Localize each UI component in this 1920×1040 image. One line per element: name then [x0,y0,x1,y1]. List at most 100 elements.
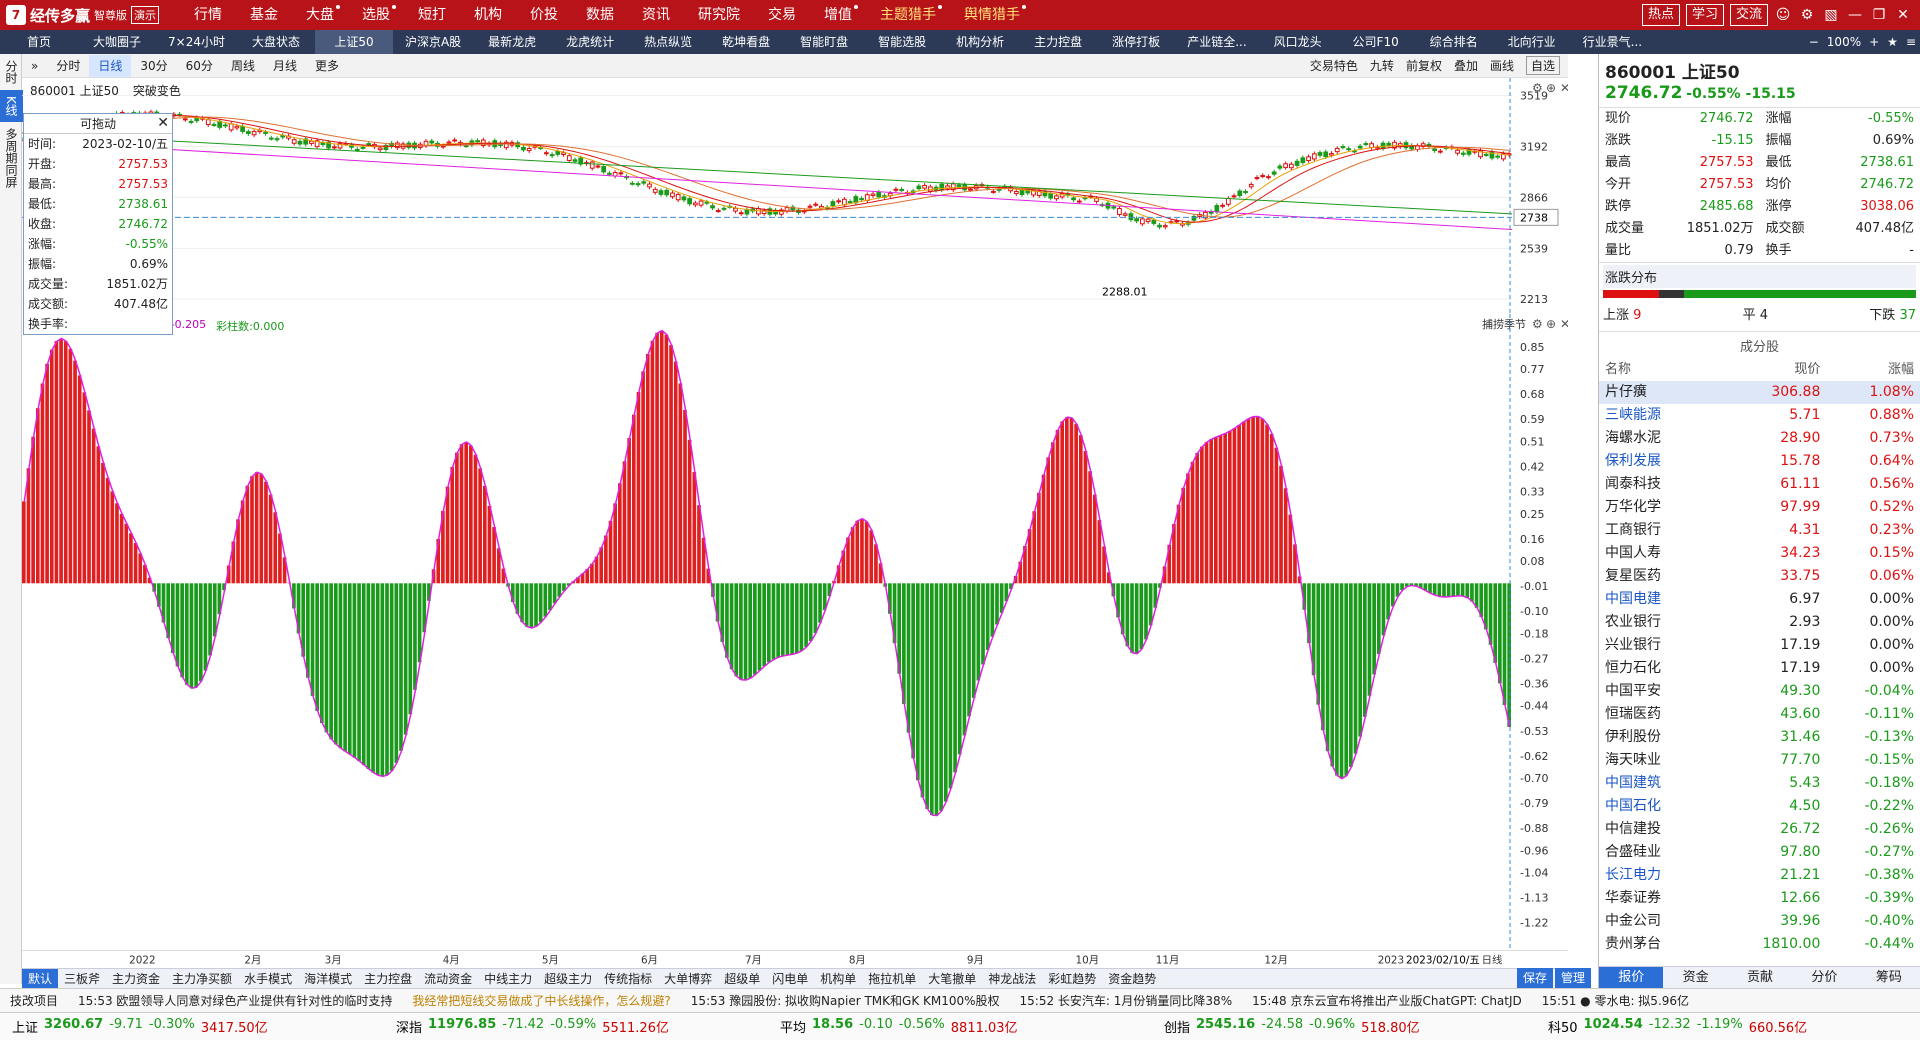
indicator-tab-7[interactable]: 流动资金 [424,971,473,986]
tab-20[interactable]: 行业景气... [1582,35,1643,49]
demo-badge[interactable]: 演示 [131,6,160,24]
index-status[interactable]: 平均 18.56 -0.10 -0.56% 8811.03亿 [768,1017,1152,1036]
tab-6[interactable]: 最新龙虎 [488,35,537,49]
news-item[interactable]: 技改项目 [10,994,59,1008]
constituent-row[interactable]: 兴业银行 17.19 0.00% [1599,634,1920,657]
constituent-row[interactable]: 中国电建 6.97 0.00% [1599,588,1920,611]
period-tab-3[interactable]: 60分 [185,58,213,73]
indicator-tab-10[interactable]: 传统指标 [604,971,653,986]
indicator-tab-0[interactable]: 默认 [22,968,59,989]
constituent-row[interactable]: 合盛硅业 97.80 -0.27% [1599,841,1920,864]
indicator-tab-14[interactable]: 机构单 [820,971,857,986]
period-tab-2[interactable]: 30分 [140,58,168,73]
menu-item-1[interactable]: 基金 [250,7,278,23]
constituent-row[interactable]: 工商银行 4.31 0.23% [1599,519,1920,542]
data-popup[interactable]: 可拖动 ✕ 时间: 2023-02-10/五 开盘: 2757.53 最高: 2757.5… [23,113,173,335]
expand-icon[interactable]: » [31,58,39,73]
chart-tool-0[interactable]: 交易特色 [1309,59,1358,73]
constituent-row[interactable]: 伊利股份 31.46 -0.13% [1599,726,1920,749]
chart-tool-2[interactable]: 前复权 [1405,59,1442,73]
save-button[interactable]: 保存 [1517,968,1554,988]
chart-tool-3[interactable]: 叠加 [1453,59,1478,73]
zoom-out-icon[interactable]: − [1808,35,1819,49]
constituent-row[interactable]: 恒力石化 17.19 0.00% [1599,657,1920,680]
restore-icon[interactable]: ❐ [1872,7,1886,23]
tab-11[interactable]: 智能选股 [878,35,927,49]
menu-item-8[interactable]: 资讯 [642,7,670,23]
constituent-row[interactable]: 中国平安 49.30 -0.04% [1599,680,1920,703]
zoom-in-icon[interactable]: + [1869,35,1880,49]
tab-16[interactable]: 风口龙头 [1273,35,1322,49]
learn-button[interactable]: 学习 [1685,4,1724,26]
user-icon[interactable]: ☺ [1775,7,1791,23]
rail-multi-period[interactable]: 多周期同屏 [4,127,18,188]
period-tab-5[interactable]: 月线 [272,58,297,73]
index-status[interactable]: 上证 3260.67 -9.71 -0.30% 3417.50亿 [0,1017,384,1036]
constituent-row[interactable]: 闻泰科技 61.11 0.56% [1599,473,1920,496]
close-icon[interactable]: ✕ [157,115,169,131]
indicator-tab-1[interactable]: 三板斧 [64,971,101,986]
indicator-tab-2[interactable]: 主力资金 [112,971,161,986]
index-status[interactable]: 科50 1024.54 -12.32 -1.19% 660.56亿 [1536,1017,1920,1036]
index-status[interactable]: 创指 2545.16 -24.58 -0.96% 518.80亿 [1152,1017,1536,1036]
indicator-tab-5[interactable]: 海洋模式 [304,971,353,986]
close-icon[interactable]: ✕ [1897,7,1909,23]
indicator-tab-16[interactable]: 大笔撤单 [928,971,977,986]
menu-item-11[interactable]: 增值 [810,0,866,30]
chart-tool-5[interactable]: 自选 [1525,56,1560,75]
indicator-tab-11[interactable]: 大单博弈 [664,971,713,986]
tab-12[interactable]: 机构分析 [956,35,1005,49]
rail-kline[interactable]: K线 [0,90,23,122]
star-icon[interactable]: ★ [1887,35,1898,49]
menu-item-9[interactable]: 研究院 [698,7,740,23]
tab-10[interactable]: 智能盯盘 [800,35,849,49]
tab-2[interactable]: 7×24小时 [168,35,225,49]
minimize-icon[interactable]: — [1848,7,1862,23]
menu-item-2[interactable]: 大盘 [292,0,348,30]
menu-icon[interactable]: ≡ [1905,35,1916,49]
chart-tool-4[interactable]: 画线 [1489,59,1514,73]
quote-tab-4[interactable]: 筹码 [1875,970,1902,985]
quote-tab-2[interactable]: 贡献 [1747,970,1774,985]
index-status[interactable]: 深指 11976.85 -71.42 -0.59% 5511.26亿 [384,1017,768,1036]
manage-button[interactable]: 管理 [1555,968,1592,988]
indicator-tab-17[interactable]: 神龙战法 [988,971,1037,986]
constituent-row[interactable]: 华泰证券 12.66 -0.39% [1599,887,1920,910]
exchange-button[interactable]: 交流 [1729,4,1768,26]
period-tab-0[interactable]: 分时 [56,58,81,73]
tab-1[interactable]: 大咖圈子 [92,35,141,49]
chart-tool-1[interactable]: 九转 [1369,59,1394,73]
period-tab-1[interactable]: 日线 [89,54,132,77]
constituent-row[interactable]: 长江电力 21.21 -0.38% [1599,864,1920,887]
tab-0[interactable]: 首页 [26,35,51,49]
settings-icon[interactable]: ⚙ [1800,7,1814,23]
constituent-row[interactable]: 复星医药 33.75 0.06% [1599,565,1920,588]
kline-chart[interactable]: 3519 3192 2866 2539 2213 2738 2288.01 ⚙ ⊕ ✕ [22,78,1568,314]
period-tab-6[interactable]: 更多 [314,58,339,73]
news-item[interactable]: 15:53 欧盟领导人同意对绿色产业提供有针对性的临时支持 [78,994,393,1008]
tab-7[interactable]: 龙虎统计 [566,35,615,49]
tab-18[interactable]: 综合排名 [1429,35,1478,49]
constituent-row[interactable]: 恒瑞医药 43.60 -0.11% [1599,703,1920,726]
menu-item-3[interactable]: 选股 [348,0,404,30]
menu-item-13[interactable]: 舆情猎手 [950,0,1034,30]
indicator-tab-12[interactable]: 超级单 [724,971,761,986]
constituent-row[interactable]: 中国建筑 5.43 -0.18% [1599,772,1920,795]
news-item[interactable]: 15:52 长安汽车: 1月份销量同比降38% [1019,994,1233,1008]
tab-15[interactable]: 产业链全... [1187,35,1247,49]
menu-item-10[interactable]: 交易 [768,7,796,23]
constituent-row[interactable]: 海螺水泥 28.90 0.73% [1599,427,1920,450]
tab-19[interactable]: 北向行业 [1507,35,1556,49]
menu-item-7[interactable]: 数据 [586,7,614,23]
constituent-row[interactable]: 三峡能源 5.71 0.88% [1599,404,1920,427]
constituent-row[interactable]: 农业银行 2.93 0.00% [1599,611,1920,634]
tab-4[interactable]: 上证50 [314,30,393,54]
constituent-row[interactable]: 保利发展 15.78 0.64% [1599,450,1920,473]
menu-item-4[interactable]: 短打 [418,7,446,23]
col-name[interactable]: 名称 [1605,362,1632,377]
tab-9[interactable]: 乾坤看盘 [722,35,771,49]
indicator-chart[interactable]: 0.85 0.77 0.68 0.59 0.51 0.42 0.33 0.25 0.16 0.08… [22,314,1568,950]
news-item[interactable]: 15:53 豫园股份: 拟收购Napier TMK和GK KM100%股权 [690,994,1000,1008]
tab-14[interactable]: 涨停打板 [1112,35,1161,49]
col-price[interactable]: 现价 [1794,362,1821,377]
